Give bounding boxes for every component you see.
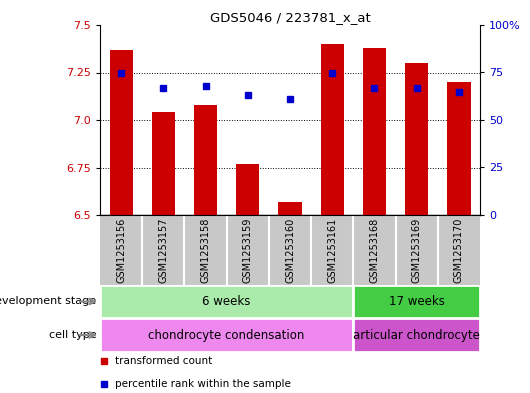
Text: GSM1253161: GSM1253161 bbox=[327, 217, 337, 283]
Bar bbox=[363, 48, 386, 215]
Text: GSM1253156: GSM1253156 bbox=[116, 217, 126, 283]
Text: GSM1253168: GSM1253168 bbox=[369, 217, 379, 283]
Text: development stage: development stage bbox=[0, 296, 96, 307]
Bar bbox=[110, 50, 132, 215]
Text: GSM1253169: GSM1253169 bbox=[412, 217, 422, 283]
Bar bbox=[321, 44, 344, 215]
Bar bbox=[152, 112, 175, 215]
Bar bbox=[194, 105, 217, 215]
Bar bbox=[354, 285, 480, 318]
Text: GSM1253170: GSM1253170 bbox=[454, 217, 464, 283]
Bar bbox=[354, 318, 480, 352]
Title: GDS5046 / 223781_x_at: GDS5046 / 223781_x_at bbox=[210, 11, 370, 24]
Bar bbox=[100, 285, 354, 318]
Bar bbox=[405, 63, 428, 215]
Bar bbox=[100, 318, 354, 352]
Bar bbox=[447, 82, 471, 215]
Text: chondrocyte condensation: chondrocyte condensation bbox=[148, 329, 305, 342]
Text: GSM1253158: GSM1253158 bbox=[200, 217, 210, 283]
Text: transformed count: transformed count bbox=[115, 356, 213, 366]
Text: GSM1253159: GSM1253159 bbox=[243, 217, 253, 283]
Bar bbox=[236, 164, 259, 215]
Text: percentile rank within the sample: percentile rank within the sample bbox=[115, 379, 291, 389]
Text: GSM1253157: GSM1253157 bbox=[158, 217, 169, 283]
Text: 17 weeks: 17 weeks bbox=[388, 295, 445, 308]
Text: articular chondrocyte: articular chondrocyte bbox=[353, 329, 480, 342]
Text: cell type: cell type bbox=[49, 330, 96, 340]
Text: GSM1253160: GSM1253160 bbox=[285, 217, 295, 283]
Text: 6 weeks: 6 weeks bbox=[202, 295, 251, 308]
Bar bbox=[278, 202, 302, 215]
